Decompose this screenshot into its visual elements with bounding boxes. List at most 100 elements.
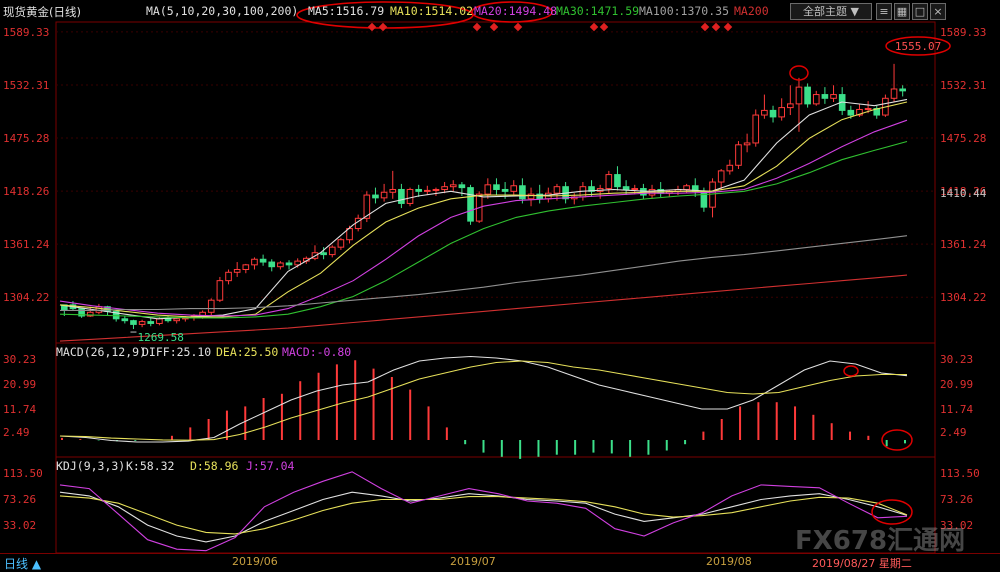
macd-tick-label-left: 2.49 <box>3 426 30 439</box>
toolbar-list-button[interactable]: ≡ <box>876 3 892 20</box>
kdj-k-line <box>59 491 908 543</box>
candle-down <box>821 94 829 99</box>
price-tick-label-left: 1589.33 <box>3 26 49 39</box>
chevron-down-icon: ▼ <box>850 5 859 18</box>
ma-line-ma30 <box>59 140 908 319</box>
high-price-annotation: 1555.07 <box>895 40 941 53</box>
candle-up <box>380 191 388 199</box>
kdj-tick-label-left: 113.50 <box>3 467 43 480</box>
candle-down <box>372 194 379 199</box>
instrument-title: 现货黄金(日线) <box>3 5 81 19</box>
macd-dea-line <box>59 360 907 441</box>
candle-up <box>726 164 734 172</box>
kdj-title: KDJ(9,3,3) <box>56 459 126 473</box>
candle-down <box>268 261 276 268</box>
candle-up <box>95 306 103 313</box>
candle-up <box>225 271 232 282</box>
candle-up <box>830 94 837 99</box>
price-tick-label-left: 1361.24 <box>3 238 50 251</box>
candle-up <box>363 194 371 219</box>
price-tick-label-right: 1589.33 <box>940 26 986 39</box>
candle-up <box>717 170 725 183</box>
month-label-jul: 2019/07 <box>450 555 496 568</box>
low-price-annotation: 1269.58 <box>137 331 183 344</box>
candle-down <box>398 188 405 204</box>
candle-down <box>847 109 855 116</box>
candle-up <box>337 239 345 248</box>
watermark-logo: FX678汇通网 <box>795 526 966 556</box>
ma10-value: MA10:1514.02 <box>390 4 474 18</box>
period-selector[interactable]: 日线 ▲ <box>4 557 42 571</box>
toolbar-close-button[interactable]: × <box>930 3 946 20</box>
ma-line-ma5 <box>59 98 908 320</box>
chart-header: 现货黄金(日线) MA(5,10,20,30,100,200) MA5:1516… <box>0 0 1000 22</box>
price-tick-label-right: 1532.31 <box>940 79 986 92</box>
price-tick-label-right: 1304.22 <box>940 291 986 304</box>
candle-up <box>812 94 820 105</box>
close-icon: × <box>933 5 943 18</box>
macd-histogram-circle <box>881 429 913 451</box>
candle-down <box>458 184 466 189</box>
candle-up <box>484 184 492 195</box>
candle-up <box>441 186 448 190</box>
event-diamond-icon <box>378 22 388 32</box>
candle-up <box>424 189 431 192</box>
candle-up <box>406 188 414 204</box>
candle-down <box>259 258 267 263</box>
candle-up <box>778 107 785 118</box>
price-tick-label-left: 1532.31 <box>3 79 49 92</box>
macd-diff-line <box>59 355 908 443</box>
candle-down <box>121 318 129 322</box>
candle-up <box>553 186 561 194</box>
candle-up <box>156 318 163 324</box>
price-tick-label-right: 1475.28 <box>940 132 986 145</box>
candle-down <box>614 174 621 188</box>
macd-tick-label-right: 11.74 <box>940 403 973 416</box>
current-price-label: 1410.44 <box>940 187 987 200</box>
candle-down <box>320 252 327 256</box>
grid-icon: ▦ <box>896 5 908 18</box>
kdj-tick-label-right: 73.26 <box>940 493 973 506</box>
kdj-d: D:58.96 <box>190 459 239 473</box>
macd-diff: DIFF:25.10 <box>142 345 212 359</box>
toolbar-expand-button[interactable]: □ <box>912 3 928 20</box>
theme-dropdown[interactable]: 全部主题 ▼ <box>790 3 872 20</box>
candle-up <box>207 299 215 313</box>
ma100-value: MA100:1370.35 <box>639 4 730 18</box>
price-tick-label-left: 1475.28 <box>3 132 49 145</box>
ma-line-ma20 <box>59 119 908 317</box>
candle-down <box>700 190 708 208</box>
candle-up <box>389 188 397 193</box>
candle-down <box>622 186 630 190</box>
ma-line-ma10 <box>59 101 908 318</box>
candle-down <box>147 321 155 324</box>
macd-title: MACD(26,12,9) <box>56 345 147 359</box>
kdj-d-line <box>59 495 908 535</box>
macd-tick-label-right: 30.23 <box>940 353 973 366</box>
candle-down <box>467 187 474 222</box>
kdj-tick-label-right: 113.50 <box>940 467 980 480</box>
macd-tick-label-left: 20.99 <box>3 378 36 391</box>
ma20-highlight-ellipse <box>471 1 553 23</box>
candle-up <box>856 108 863 116</box>
price-tick-label-left: 1418.26 <box>3 185 49 198</box>
expand-icon: □ <box>914 5 926 18</box>
candle-up <box>86 311 94 317</box>
candle-up <box>449 184 457 188</box>
candle-up <box>795 86 803 105</box>
candle-up <box>743 142 751 146</box>
candle-up <box>510 185 518 192</box>
kdj-tick-label-left: 73.26 <box>3 493 36 506</box>
candle-down <box>112 310 120 320</box>
macd-tick-label-right: 2.49 <box>940 426 967 439</box>
candle-up <box>527 193 535 200</box>
month-label-aug: 2019/08 <box>706 555 752 568</box>
macd-tick-label-right: 20.99 <box>940 378 973 391</box>
candle-down <box>769 109 777 118</box>
candle-up <box>216 280 224 301</box>
toolbar-grid-button[interactable]: ▦ <box>894 3 910 20</box>
candle-down <box>519 185 526 200</box>
candle-up <box>864 108 872 111</box>
candle-up <box>233 268 241 273</box>
